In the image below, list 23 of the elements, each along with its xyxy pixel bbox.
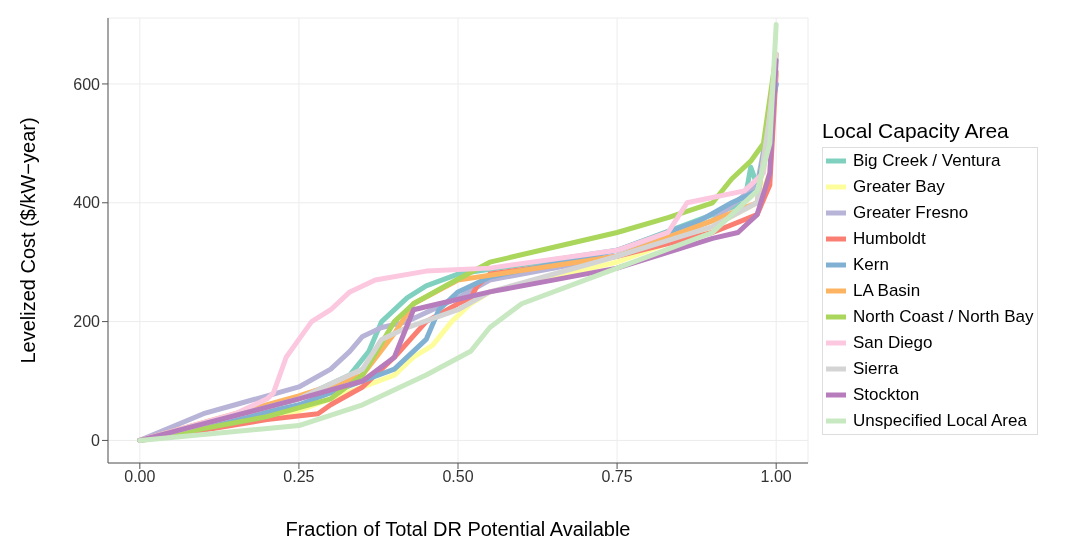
x-tick-label: 1.00 [760, 468, 792, 486]
legend-label: San Diego [853, 333, 933, 353]
x-tick-label: 0.75 [601, 468, 633, 486]
y-tick-label: 200 [73, 313, 101, 331]
legend-label: Sierra [853, 359, 899, 379]
legend-label: North Coast / North Bay [853, 307, 1034, 327]
y-tick-label: 400 [73, 194, 101, 212]
legend-label: Greater Fresno [853, 203, 969, 223]
legend-label: LA Basin [853, 281, 921, 301]
x-tick-label: 0.50 [442, 468, 474, 486]
x-tick-label: 0.00 [124, 468, 156, 486]
y-axis-title: Levelized Cost ($/kW−year) [17, 117, 40, 364]
y-tick-label: 0 [91, 432, 101, 450]
legend-title: Local Capacity Area [822, 119, 1010, 143]
legend-label: Kern [853, 255, 889, 275]
x-tick-label: 0.25 [283, 468, 315, 486]
x-axis-title: Fraction of Total DR Potential Available [285, 518, 631, 540]
legend-label: Greater Bay [853, 177, 945, 197]
y-tick-label: 600 [73, 75, 101, 93]
legend-label: Unspecified Local Area [853, 411, 1027, 431]
legend-label: Big Creek / Ventura [853, 151, 1001, 171]
legend-label: Humboldt [853, 229, 926, 249]
legend-label: Stockton [853, 385, 920, 405]
